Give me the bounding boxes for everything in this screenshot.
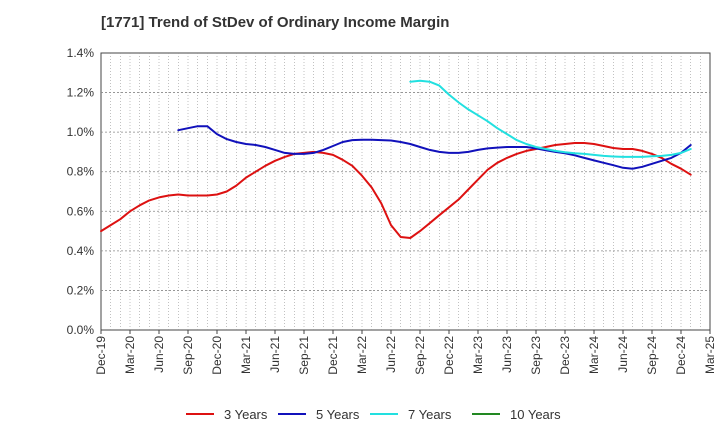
- x-tick-label: Dec-22: [442, 336, 456, 375]
- x-tick-label: Dec-19: [94, 336, 108, 375]
- x-tick-label: Mar-24: [587, 336, 601, 374]
- x-tick-label: Jun-21: [268, 336, 282, 373]
- y-tick-label: 0.4%: [67, 244, 95, 258]
- x-tick-label: Sep-20: [181, 336, 195, 375]
- x-tick-label: Jun-24: [616, 336, 630, 373]
- y-tick-label: 0.8%: [67, 165, 95, 179]
- series-line-3-years: [100, 142, 692, 239]
- x-tick-label: Jun-20: [152, 336, 166, 373]
- legend-label: 10 Years: [510, 407, 561, 422]
- x-tick-label: Mar-20: [123, 336, 137, 374]
- x-tick-label: Sep-22: [413, 336, 427, 375]
- x-tick-label: Mar-22: [355, 336, 369, 374]
- x-tick-label: Sep-21: [297, 336, 311, 375]
- x-tick-label: Dec-20: [210, 336, 224, 375]
- x-tick-label: Mar-23: [471, 336, 485, 374]
- legend-label: 7 Years: [408, 407, 452, 422]
- y-tick-label: 1.0%: [67, 125, 95, 139]
- y-tick-label: 1.4%: [67, 46, 95, 60]
- x-tick-label: Dec-21: [326, 336, 340, 375]
- y-tick-label: 0.0%: [67, 323, 95, 337]
- y-tick-label: 1.2%: [67, 86, 95, 100]
- x-tick-label: Sep-23: [529, 336, 543, 375]
- x-tick-label: Sep-24: [645, 336, 659, 375]
- x-tick-label: Mar-21: [239, 336, 253, 374]
- series-line-5-years: [177, 125, 692, 170]
- legend-label: 3 Years: [224, 407, 268, 422]
- x-tick-label: Mar-25: [703, 336, 717, 374]
- x-tick-label: Dec-23: [558, 336, 572, 375]
- series-line-7-years: [409, 79, 692, 158]
- chart-title: [1771] Trend of StDev of Ordinary Income…: [101, 14, 450, 31]
- y-tick-label: 0.2%: [67, 283, 95, 297]
- y-tick-label: 0.6%: [67, 204, 95, 218]
- plot-area: [100, 52, 711, 331]
- x-tick-label: Jun-23: [500, 336, 514, 373]
- legend-label: 5 Years: [316, 407, 360, 422]
- x-tick-label: Dec-24: [674, 336, 688, 375]
- x-tick-label: Jun-22: [384, 336, 398, 373]
